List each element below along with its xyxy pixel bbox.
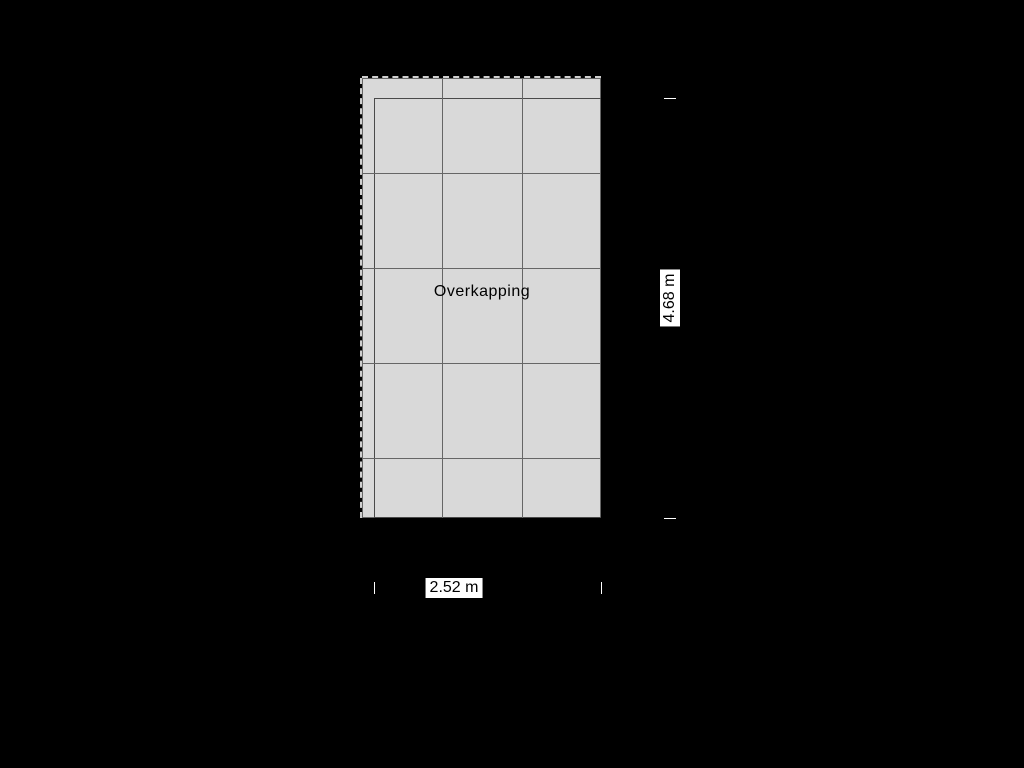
width-tick-right — [601, 582, 602, 594]
height-tick-bottom — [664, 518, 676, 519]
height-tick-top — [664, 98, 676, 99]
width-tick-left — [374, 582, 375, 594]
grid-h2 — [362, 268, 601, 269]
dashed-left-edge — [360, 78, 362, 518]
plan-inset-outline — [374, 98, 601, 518]
plan-label: Overkapping — [434, 283, 530, 301]
height-dimension-label: 4.68 m — [660, 270, 680, 327]
width-dimension-label: 2.52 m — [426, 578, 483, 598]
grid-h1 — [362, 173, 601, 174]
dashed-top-edge — [362, 76, 601, 78]
grid-h4 — [362, 458, 601, 459]
grid-h3 — [362, 363, 601, 364]
